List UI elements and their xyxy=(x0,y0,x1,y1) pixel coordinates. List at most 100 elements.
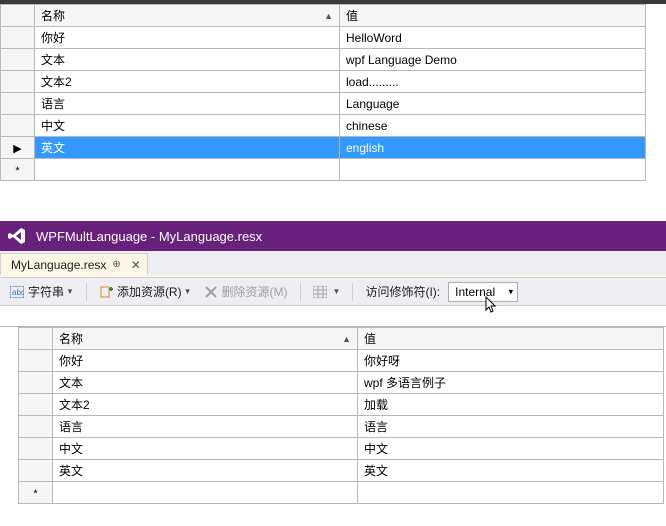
close-icon[interactable]: ✕ xyxy=(131,258,141,272)
toolbar-separator xyxy=(352,283,353,301)
visual-studio-logo-icon xyxy=(8,227,26,245)
row-gutter-new: * xyxy=(1,159,35,181)
cell-value[interactable]: wpf 多语言例子 xyxy=(358,372,664,394)
cell-name[interactable]: 语言 xyxy=(35,93,340,115)
cell-value[interactable]: Language xyxy=(340,93,646,115)
strings-category-button[interactable]: abc 字符串 ▼ xyxy=(6,281,78,302)
strings-label: 字符串 xyxy=(28,283,64,300)
cell-name[interactable]: 文本 xyxy=(53,372,358,394)
column-header-value[interactable]: 值 xyxy=(340,5,646,27)
row-gutter-current: ▶ xyxy=(1,137,35,159)
resx-toolbar: abc 字符串 ▼ 添加资源(R) ▼ 删除资源(M) ▼ 访问修饰符(I): … xyxy=(0,278,666,306)
cell-name[interactable]: 文本2 xyxy=(53,394,358,416)
row-gutter xyxy=(19,438,53,460)
dropdown-arrow-icon: ▼ xyxy=(333,287,341,296)
table-row-new[interactable]: * xyxy=(19,482,664,504)
current-row-icon: ▶ xyxy=(13,143,21,155)
cell-name[interactable]: 中文 xyxy=(35,115,340,137)
row-gutter xyxy=(19,350,53,372)
toolbar-separator xyxy=(300,283,301,301)
grid-icon xyxy=(313,285,327,299)
cell-value[interactable]: 你好呀 xyxy=(358,350,664,372)
cell-value-empty[interactable] xyxy=(340,159,646,181)
table-row[interactable]: 语言 语言 xyxy=(19,416,664,438)
cell-value-empty[interactable] xyxy=(358,482,664,504)
cell-name[interactable]: 你好 xyxy=(53,350,358,372)
row-gutter xyxy=(1,93,35,115)
remove-resource-label: 删除资源(M) xyxy=(222,283,288,300)
row-gutter xyxy=(1,49,35,71)
resource-grid-en[interactable]: 名称 ▲ 值 你好 HelloWord 文本 wpf Language Demo… xyxy=(0,4,646,181)
column-header-name[interactable]: 名称 ▲ xyxy=(35,5,340,27)
row-gutter xyxy=(1,115,35,137)
remove-resource-button: 删除资源(M) xyxy=(200,281,292,302)
strings-icon: abc xyxy=(10,285,24,299)
cell-value[interactable]: chinese xyxy=(340,115,646,137)
document-tab-active[interactable]: MyLanguage.resx ⊕ ✕ xyxy=(0,253,148,275)
new-row-icon: * xyxy=(15,165,19,177)
toolbar-separator xyxy=(86,283,87,301)
cell-name[interactable]: 文本 xyxy=(35,49,340,71)
cell-name[interactable]: 英文 xyxy=(53,460,358,482)
access-modifier-label: 访问修饰符(I): xyxy=(361,281,444,302)
table-row[interactable]: 你好 你好呀 xyxy=(19,350,664,372)
cell-name-empty[interactable] xyxy=(35,159,340,181)
dropdown-arrow-icon: ▼ xyxy=(66,287,74,296)
row-gutter xyxy=(19,460,53,482)
cell-name[interactable]: 你好 xyxy=(35,27,340,49)
row-gutter xyxy=(19,416,53,438)
table-row-selected[interactable]: ▶ 英文 english xyxy=(1,137,646,159)
cell-value[interactable]: 中文 xyxy=(358,438,664,460)
grid-view-button[interactable]: ▼ xyxy=(309,283,345,301)
cell-value[interactable]: load......... xyxy=(340,71,646,93)
table-row[interactable]: 文本 wpf Language Demo xyxy=(1,49,646,71)
table-row[interactable]: 你好 HelloWord xyxy=(1,27,646,49)
add-resource-button[interactable]: 添加资源(R) ▼ xyxy=(95,281,196,302)
new-row-icon: * xyxy=(33,488,37,500)
dropdown-arrow-icon: ▼ xyxy=(184,287,192,296)
window-title: WPFMultLanguage - MyLanguage.resx xyxy=(36,229,262,244)
cell-name[interactable]: 中文 xyxy=(53,438,358,460)
table-row[interactable]: 中文 chinese xyxy=(1,115,646,137)
table-row[interactable]: 文本 wpf 多语言例子 xyxy=(19,372,664,394)
cell-name[interactable]: 文本2 xyxy=(35,71,340,93)
table-row[interactable]: 中文 中文 xyxy=(19,438,664,460)
row-gutter xyxy=(19,372,53,394)
table-row-new[interactable]: * xyxy=(1,159,646,181)
column-header-label: 名称 xyxy=(41,9,65,23)
window-titlebar: WPFMultLanguage - MyLanguage.resx xyxy=(0,221,666,251)
svg-text:abc: abc xyxy=(12,288,24,297)
column-header-value[interactable]: 值 xyxy=(358,328,664,350)
cell-value[interactable]: english xyxy=(340,137,646,159)
cell-name[interactable]: 英文 xyxy=(35,137,340,159)
table-row[interactable]: 文本2 加载 xyxy=(19,394,664,416)
document-tabstrip: MyLanguage.resx ⊕ ✕ xyxy=(0,251,666,275)
sort-ascending-icon: ▲ xyxy=(324,11,333,21)
row-gutter xyxy=(1,27,35,49)
column-header-label: 值 xyxy=(346,9,358,23)
cell-value[interactable]: 加载 xyxy=(358,394,664,416)
tab-label: MyLanguage.resx xyxy=(11,258,106,272)
add-resource-icon xyxy=(99,285,113,299)
cell-value[interactable]: 语言 xyxy=(358,416,664,438)
cell-value[interactable]: 英文 xyxy=(358,460,664,482)
cell-value[interactable]: HelloWord xyxy=(340,27,646,49)
resource-grid-zh[interactable]: 名称 ▲ 值 你好 你好呀 文本 wpf 多语言例子 文本2 加载 语言 语言 xyxy=(18,327,664,504)
column-header-label: 名称 xyxy=(59,332,83,346)
table-row[interactable]: 文本2 load......... xyxy=(1,71,646,93)
cell-name[interactable]: 语言 xyxy=(53,416,358,438)
cell-value[interactable]: wpf Language Demo xyxy=(340,49,646,71)
access-modifier-combo[interactable]: Internal xyxy=(448,282,518,302)
cell-name-empty[interactable] xyxy=(53,482,358,504)
row-gutter xyxy=(19,394,53,416)
table-row[interactable]: 语言 Language xyxy=(1,93,646,115)
row-gutter xyxy=(1,71,35,93)
column-header-name[interactable]: 名称 ▲ xyxy=(53,328,358,350)
pin-icon[interactable]: ⊕ xyxy=(112,259,120,270)
sort-ascending-icon: ▲ xyxy=(342,334,351,344)
remove-resource-icon xyxy=(204,285,218,299)
column-header-label: 值 xyxy=(364,332,376,346)
row-gutter-new: * xyxy=(19,482,53,504)
add-resource-label: 添加资源(R) xyxy=(117,283,182,300)
table-row[interactable]: 英文 英文 xyxy=(19,460,664,482)
